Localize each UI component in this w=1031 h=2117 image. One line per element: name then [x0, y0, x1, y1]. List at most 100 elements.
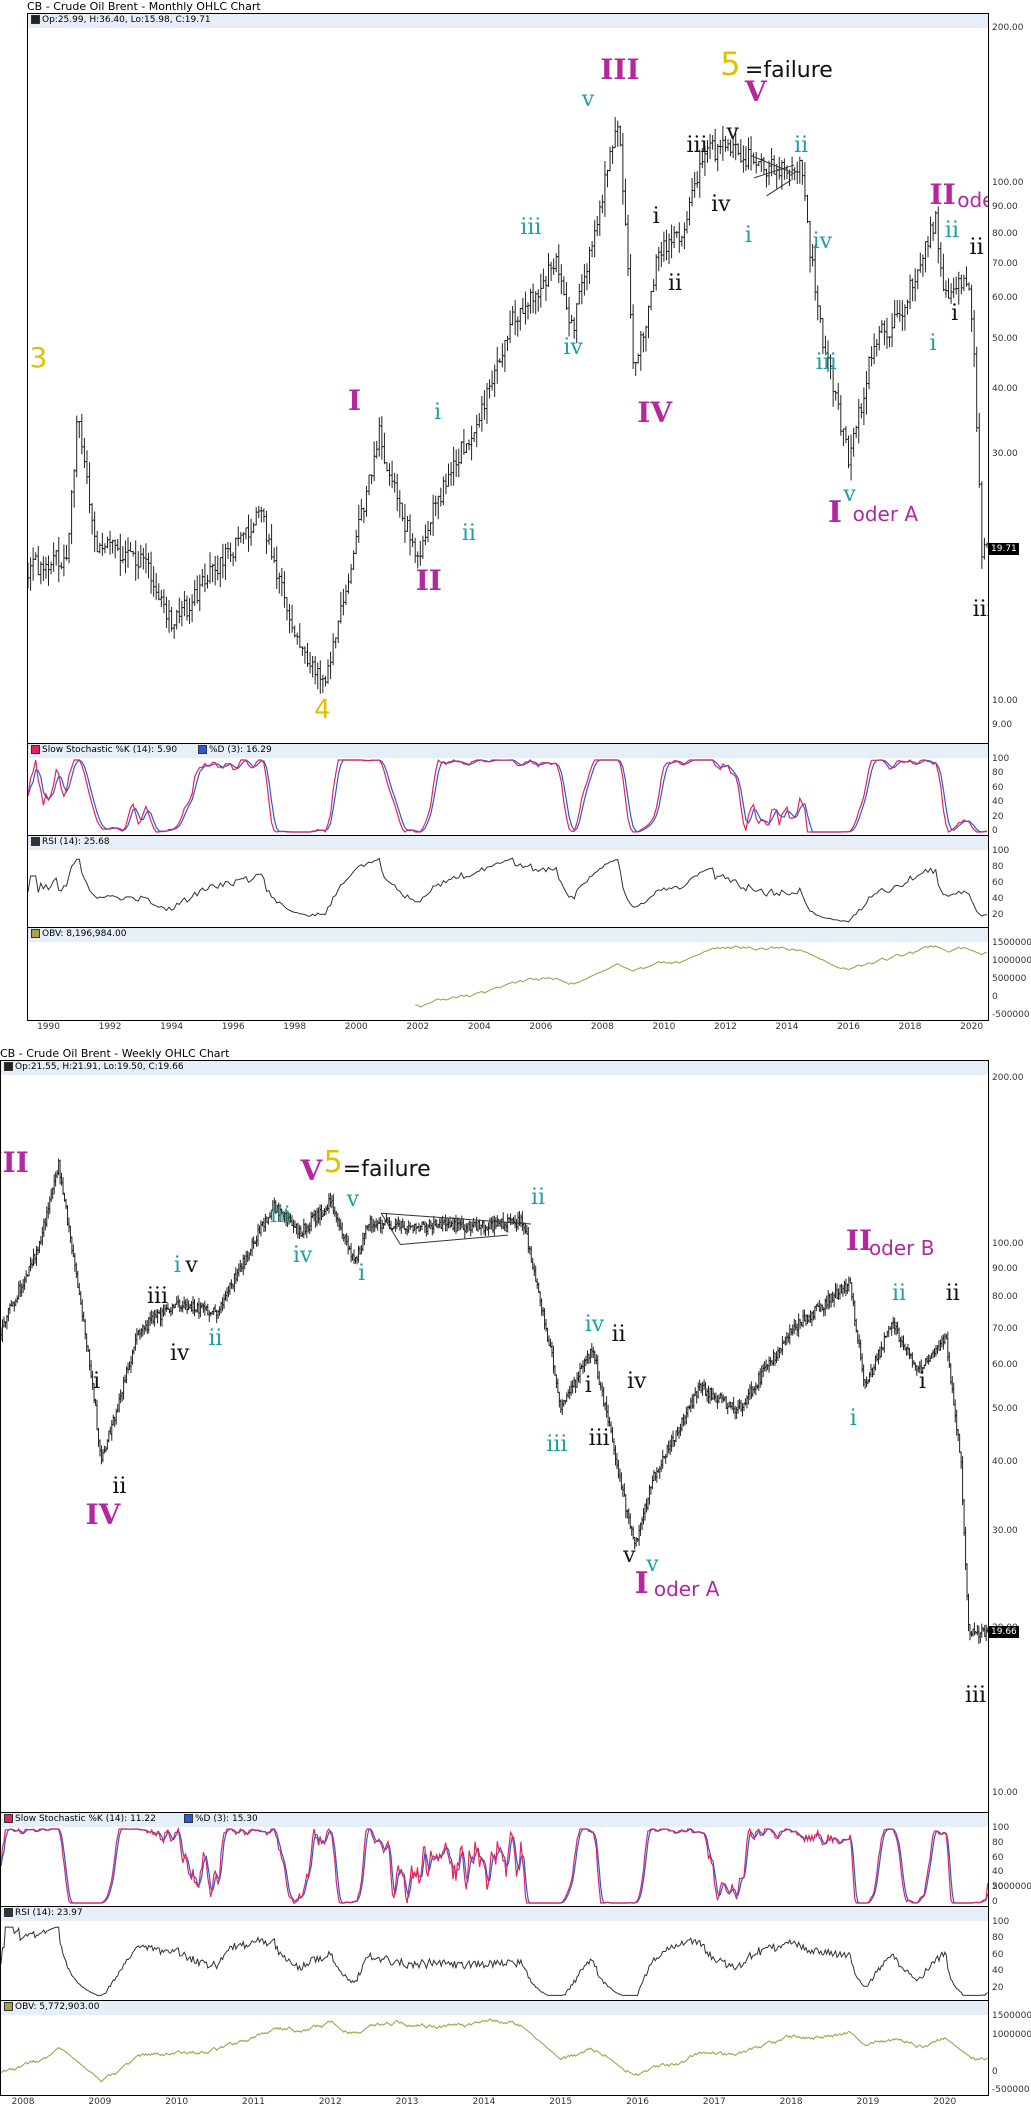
wave-label: iv: [711, 191, 731, 217]
stochastic-plot: [1, 1826, 988, 1904]
obv-line: [415, 945, 988, 1008]
wave-label: i: [929, 330, 937, 356]
ohlc-label: Op:21.55, H:21.91, Lo:19.50, C:19.66: [15, 1062, 184, 1072]
obv-panel: OBV: 8,196,984.00: [27, 927, 989, 1021]
stoch-k-label: Slow Stochastic %K (14): 5.90: [42, 745, 178, 755]
year-tick: 2018: [898, 1022, 922, 1032]
year-tick: 2017: [702, 2097, 726, 2107]
last-price-badge: 19.66: [989, 1625, 1019, 1638]
wave-label: ii: [945, 1280, 960, 1306]
stochastic-panel: Slow Stochastic %K (14): 5.90 %D (3): 16…: [27, 743, 989, 837]
wave-label: ii: [208, 1326, 223, 1352]
year-tick: 2012: [714, 1022, 737, 1032]
price-tick: 60.00: [992, 293, 1018, 304]
year-tick: 2013: [395, 2097, 419, 2107]
price-tick: 50.00: [992, 334, 1018, 345]
wave-label: iii: [964, 1683, 987, 1709]
price-tick: 70.00: [992, 1323, 1018, 1334]
year-tick: 2014: [472, 2097, 496, 2107]
price-tick: 100.00: [992, 178, 1024, 189]
wave-label: iii: [269, 1203, 291, 1229]
indicator-tick: 40: [992, 797, 1004, 808]
weekly-chart: CB - Crude Oil Brent - Weekly OHLC Chart…: [0, 1047, 1031, 2117]
wave-label: 4: [314, 694, 331, 725]
price-axis: 200.00 100.00 90.00 80.00 70.00 60.00 50.00 40.…: [988, 1060, 1031, 1812]
year-tick: 2011: [242, 2097, 265, 2107]
wave-label: II: [929, 177, 956, 211]
trendline: [753, 156, 795, 174]
wave-label: ii: [112, 1474, 127, 1500]
price-tick: 80.00: [992, 1291, 1018, 1302]
wave-label: 3: [29, 340, 48, 374]
indicator-tick: 0: [992, 992, 998, 1002]
obv-line: [1, 2018, 988, 2083]
wave-label: iv: [812, 229, 833, 255]
price-panel: Op:21.55, H:21.91, Lo:19.50, C:19.66 II I…: [0, 1060, 989, 1814]
trendline: [754, 164, 795, 179]
stochastic-axis: 100 80 60 40 20 0: [988, 743, 1031, 836]
wave-label: i: [93, 1368, 101, 1394]
stoch-k-line: [1, 1826, 988, 1904]
year-tick: 2002: [406, 1022, 430, 1032]
indicator-tick: 80: [992, 862, 1004, 872]
rsi-panel: RSI (14): 25.68: [27, 835, 989, 929]
price-plot: [1, 1158, 988, 1644]
wave-label: i: [918, 1368, 926, 1394]
wave-label: iii: [588, 1426, 610, 1452]
wave-label: iii: [520, 214, 542, 240]
stoch-k-line: [28, 758, 988, 833]
wave-label: i: [173, 1252, 181, 1278]
ohlc-label: Op:25.99, H:36.40, Lo:15.98, C:19.71: [42, 15, 211, 25]
year-tick: 2016: [626, 2097, 649, 2107]
price-tick: 10.00: [992, 696, 1018, 707]
indicator-tick: 1500000: [992, 938, 1031, 948]
wave-label: v: [646, 1551, 659, 1577]
wave-label: ii: [461, 521, 476, 547]
wave-label: i: [744, 223, 752, 249]
wave-label: V: [300, 1154, 323, 1188]
monthly-chart: CB - Crude Oil Brent - Monthly OHLC Char…: [0, 0, 1031, 1032]
year-tick: 2000: [344, 1022, 368, 1032]
wave-label: 5: [323, 1144, 343, 1180]
wave-label: oder A: [653, 1577, 720, 1602]
stochastic-axis: 100 80 60 40 20 0: [988, 1812, 1031, 1907]
indicator-tick: 60: [992, 878, 1004, 888]
rsi-line: [1, 1926, 988, 1996]
wave-label: IV: [85, 1498, 121, 1532]
indicator-tick: 100: [992, 754, 1010, 764]
year-tick: 2016: [837, 1022, 860, 1032]
year-tick: 2020: [960, 1022, 984, 1032]
obv-plot: [415, 945, 988, 1008]
year-tick: 2019: [856, 2097, 880, 2107]
wave-label: oder B: [868, 1236, 935, 1261]
indicator-tick: 100: [992, 1823, 1010, 1833]
rsi-label: RSI (14): 25.68: [42, 837, 110, 847]
ohlc-header: Op:21.55, H:21.91, Lo:19.50, C:19.66: [1, 1061, 988, 1075]
wave-label: =failure: [744, 57, 833, 83]
wave-label: iii: [146, 1283, 169, 1309]
wave-label: III: [1, 1145, 29, 1179]
indicator-tick: 80: [992, 768, 1004, 779]
indicator-tick: -500000: [992, 1010, 1030, 1020]
year-tick: 2010: [165, 2097, 189, 2107]
wave-label: v: [843, 481, 856, 507]
stochastic-header: Slow Stochastic %K (14): 5.90 %D (3): 16…: [28, 744, 988, 758]
chart-title: CB - Crude Oil Brent - Monthly OHLC Char…: [27, 0, 261, 13]
wave-label: iii: [546, 1431, 568, 1457]
wave-label: v: [581, 86, 595, 112]
ohlc-bars: [28, 117, 988, 694]
price-tick: 50.00: [992, 1403, 1018, 1414]
year-tick: 1994: [160, 1022, 184, 1032]
indicator-tick: 20: [992, 811, 1004, 822]
price-tick: 90.00: [992, 202, 1018, 213]
indicator-tick: 80: [992, 1933, 1004, 1944]
rsi-panel: RSI (14): 23.97: [0, 1906, 989, 2002]
trendline: [766, 179, 792, 197]
price-tick: 40.00: [992, 384, 1018, 395]
indicator-tick: 20: [992, 910, 1004, 920]
indicator-tick: 5000000: [992, 1881, 1031, 1892]
year-tick: 2008: [590, 1022, 614, 1032]
indicator-tick: 1000000: [992, 2029, 1031, 2040]
indicator-tick: 1500000: [992, 2011, 1031, 2021]
